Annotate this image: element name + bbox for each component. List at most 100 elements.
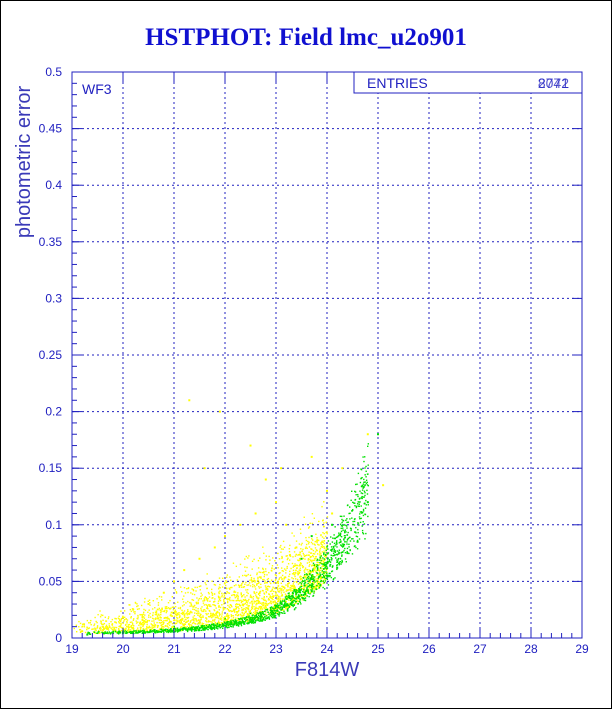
scatter-point [233,609,236,612]
scatter-point [148,631,151,634]
scatter-point [255,611,258,614]
scatter-point [272,582,275,584]
scatter-point [266,604,269,606]
scatter-point [366,481,368,484]
scatter-point [206,604,208,607]
scatter-point [195,590,197,592]
scatter-point [234,591,237,593]
scatter-point [264,619,266,621]
scatter-point [237,610,239,613]
scatter-point [81,630,84,633]
scatter-point [227,616,229,618]
scatter-point [284,596,287,598]
scatter-point [171,626,174,628]
scatter-point [182,623,185,625]
scatter-point [109,633,112,635]
scatter-point [297,572,299,574]
scatter-point [303,591,306,594]
scatter-point [88,627,90,629]
scatter-point [286,567,288,570]
scatter-point [79,629,82,631]
scatter-point [139,630,142,632]
scatter-point [323,559,326,562]
scatter-point [280,595,283,597]
scatter-point [147,603,150,606]
scatter-point [293,581,295,583]
scatter-point [267,611,269,613]
scatter-point [159,609,161,611]
scatter-point [195,601,198,604]
scatter-point [323,552,325,554]
scatter-point [304,581,306,583]
scatter-point [290,595,293,597]
scatter-point [342,527,344,529]
scatter-point [126,620,128,623]
scatter-point [206,607,208,609]
scatter-point [176,619,178,621]
scatter-point [336,566,339,569]
scatter-point [364,538,366,540]
scatter-point [312,576,314,578]
scatter-point [275,602,277,604]
scatter-point [307,582,309,585]
scatter-point [308,586,311,589]
scatter-point [190,628,192,630]
scatter-point [248,616,250,618]
scatter-point [150,628,153,631]
scatter-point [304,597,307,599]
scatter-point [201,606,203,608]
scatter-point [166,616,169,618]
scatter-point [133,632,135,635]
scatter-point [95,620,97,623]
scatter-point [276,607,278,609]
scatter-point [322,546,324,548]
scatter-point [300,557,303,560]
scatter-point [228,609,230,612]
scatter-point [285,555,287,557]
scatter-point [223,601,226,603]
scatter-point [262,612,264,615]
scatter-point [224,581,226,584]
scatter-point [114,630,117,633]
scatter-point [309,593,311,595]
scatter-point [172,629,174,632]
scatter-point [205,603,207,606]
scatter-point [366,501,369,504]
scatter-point [200,609,203,611]
scatter-point [285,605,288,607]
scatter-point [271,596,274,598]
scatter-point [230,609,232,612]
scatter-point [164,607,167,610]
scatter-point [273,617,275,619]
scatter-point [200,616,203,619]
scatter-point [221,623,224,625]
scatter-point [281,593,283,596]
scatter-point [327,561,329,563]
scatter-point [313,576,316,578]
scatter-point [346,518,348,520]
scatter-point [146,627,148,629]
scatter-point [312,564,314,566]
scatter-point [339,557,342,560]
scatter-point [271,598,273,600]
scatter-point [282,548,284,550]
scatter-point [319,549,321,551]
scatter-point [109,626,111,628]
scatter-point [229,625,232,627]
scatter-point [233,608,235,610]
scatter-point [131,624,134,626]
scatter-point [260,606,262,608]
scatter-point [295,592,297,594]
scatter-point [337,553,339,555]
scatter-point [341,521,343,524]
scatter-point [231,618,233,621]
scatter-point [346,541,348,543]
scatter-point [232,594,234,596]
scatter-point [251,618,253,621]
scatter-point [307,589,309,591]
scatter-point [217,621,219,624]
scatter-point [194,628,197,630]
scatter-point [248,621,251,624]
scatter-point [200,627,202,629]
scatter-point [237,625,240,627]
